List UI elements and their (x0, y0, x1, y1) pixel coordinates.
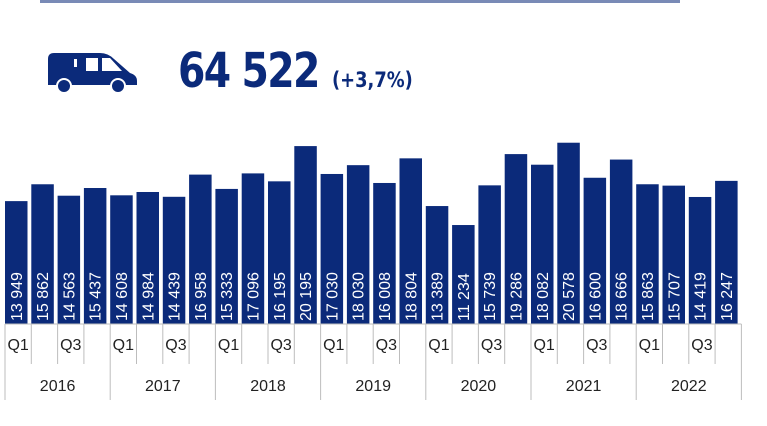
year-tick-label: 2016 (40, 378, 76, 395)
year-tick-label: 2018 (250, 378, 286, 395)
bar-value-label: 15 862 (35, 272, 52, 321)
bar-value-label: 20 578 (561, 272, 578, 321)
quarter-tick-label: Q3 (691, 337, 712, 354)
year-tick-label: 2020 (461, 378, 497, 395)
bar-value-label: 14 439 (167, 272, 184, 321)
quarter-tick-label: Q1 (7, 337, 28, 354)
bar-value-label: 18 666 (614, 272, 631, 321)
bar-value-label: 18 030 (351, 272, 368, 321)
quarter-tick-label: Q1 (639, 337, 660, 354)
bar (557, 142, 580, 324)
bar (57, 195, 81, 324)
bar-value-label: 15 437 (88, 272, 105, 321)
bar (636, 184, 659, 324)
van-icon (48, 53, 137, 94)
bar (399, 158, 422, 324)
quarter-tick-label: Q3 (270, 337, 291, 354)
bar-value-label: 19 286 (508, 272, 525, 321)
quarter-tick-label: Q1 (533, 337, 554, 354)
bar (715, 180, 738, 324)
bar (531, 164, 554, 324)
year-tick-label: 2022 (671, 378, 707, 395)
bar-value-label: 11 234 (456, 273, 473, 321)
quarter-tick-label: Q1 (113, 337, 134, 354)
bar (294, 146, 317, 324)
bar (346, 165, 370, 324)
cropped-title-strip (40, 0, 680, 3)
bar-value-label: 14 563 (61, 272, 78, 321)
bar (83, 188, 107, 324)
bar (215, 188, 238, 324)
quarter-tick-label: Q3 (165, 337, 186, 354)
bar-value-label: 14 984 (140, 272, 157, 321)
bar-value-label: 15 707 (666, 272, 683, 321)
bar (189, 174, 212, 324)
bar (452, 225, 475, 324)
bar (110, 195, 133, 324)
bar (268, 181, 291, 324)
bar-value-label: 16 600 (587, 272, 604, 321)
quarter-tick-label: Q1 (428, 337, 449, 354)
bar (31, 184, 54, 324)
bar-value-label: 13 949 (9, 272, 26, 321)
year-tick-label: 2017 (145, 378, 181, 395)
bar-value-label: 16 195 (272, 272, 289, 321)
change-percent: (+3,7%) (331, 68, 413, 92)
quarter-tick-label: Q1 (323, 337, 344, 354)
bar-value-label: 15 333 (219, 272, 236, 321)
quarter-tick-label: Q3 (481, 337, 502, 354)
bar (425, 206, 449, 324)
bar-value-label: 14 608 (114, 272, 131, 321)
quarter-tick-label: Q3 (586, 337, 607, 354)
total-value: 64 522 (178, 43, 320, 99)
bar-value-label: 17 030 (324, 272, 341, 321)
bar-value-label: 16 958 (193, 272, 210, 321)
quarter-tick-label: Q1 (218, 337, 239, 354)
bar (162, 196, 186, 324)
bar (136, 191, 159, 324)
bar (609, 159, 633, 324)
bar-value-label: 17 096 (245, 272, 262, 321)
quarter-tick-label: Q3 (60, 337, 81, 354)
bar (583, 177, 607, 324)
bar (320, 173, 344, 324)
bar-value-label: 16 008 (377, 272, 394, 321)
headline: 64 522 (+3,7%) (44, 36, 427, 106)
bar (373, 182, 396, 324)
bar (241, 173, 265, 324)
bar-value-label: 13 389 (430, 272, 447, 321)
quarterly-bar-chart: 13 949 15 862 14 563 15 437 14 608 14 984 14 4… (4, 142, 742, 400)
bar (478, 185, 501, 324)
quarter-tick-label: Q3 (376, 337, 397, 354)
bar-value-label: 15 863 (640, 272, 657, 321)
bar-value-label: 18 804 (403, 272, 420, 321)
bar-value-label: 16 247 (719, 272, 736, 321)
bar-value-label: 14 419 (693, 272, 710, 321)
bar (5, 201, 28, 324)
year-tick-label: 2021 (566, 378, 602, 395)
bar-value-label: 15 739 (482, 272, 499, 321)
bar-value-label: 20 195 (298, 272, 315, 321)
bar (688, 196, 712, 324)
year-tick-label: 2019 (355, 378, 391, 395)
bar-value-label: 18 082 (535, 272, 552, 321)
bar (504, 154, 528, 324)
bar (662, 185, 685, 324)
